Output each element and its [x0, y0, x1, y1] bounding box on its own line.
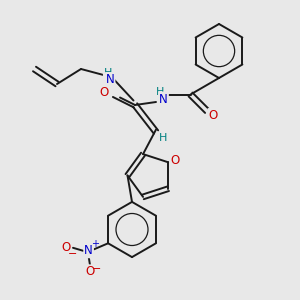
Text: N: N	[106, 73, 115, 86]
Text: O: O	[170, 154, 179, 167]
Text: H: H	[156, 86, 165, 97]
Text: O: O	[85, 265, 95, 278]
Text: +: +	[91, 239, 99, 249]
Text: H: H	[159, 133, 168, 143]
Text: O: O	[61, 241, 71, 254]
Text: O: O	[99, 86, 108, 100]
Text: N: N	[84, 244, 93, 257]
Text: −: −	[68, 249, 77, 260]
Text: O: O	[208, 109, 217, 122]
Text: −: −	[92, 264, 101, 274]
Text: N: N	[159, 92, 168, 106]
Text: H: H	[104, 68, 112, 78]
